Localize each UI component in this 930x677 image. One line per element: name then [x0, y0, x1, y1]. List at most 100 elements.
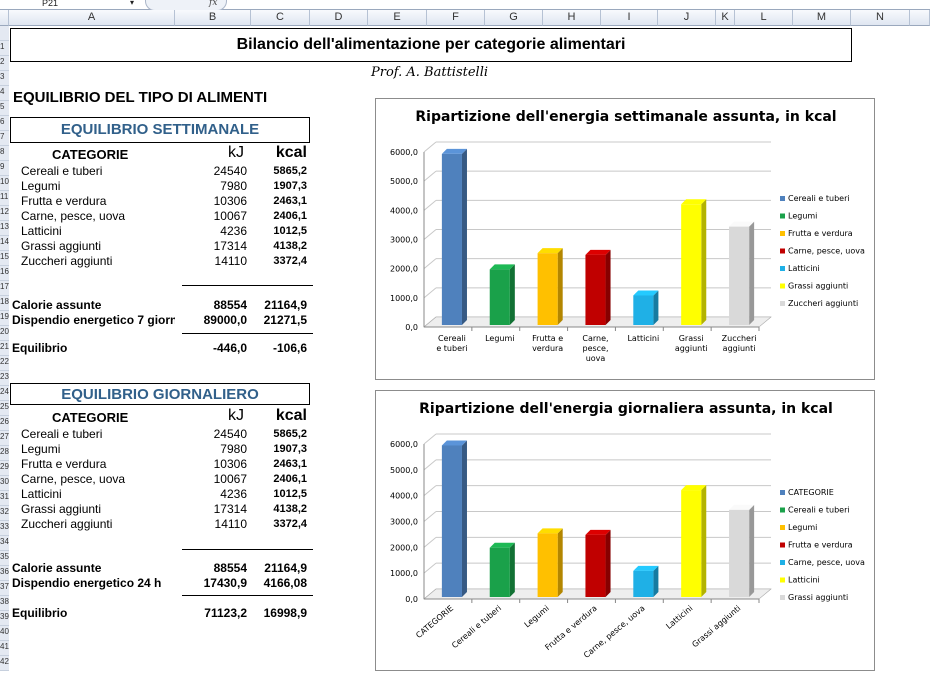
- chevron-down-icon[interactable]: ▾: [130, 0, 135, 7]
- chart0-bar[interactable]: [729, 226, 750, 325]
- chart1-bar[interactable]: [681, 490, 702, 597]
- column-header-b[interactable]: B: [175, 10, 251, 26]
- chart0-bar[interactable]: [585, 254, 606, 325]
- weekly-category-name: Cereali e tuberi: [21, 164, 103, 178]
- chart0-legend-entry: Zuccheri aggiunti: [788, 299, 858, 308]
- daily-category-kcal: 4138,2: [273, 503, 307, 515]
- row-header[interactable]: 17: [0, 281, 9, 296]
- row-header[interactable]: 36: [0, 566, 9, 581]
- chart0-bar-top: [585, 249, 611, 255]
- chart1-title: Ripartizione dell'energia giornaliera as…: [419, 401, 833, 417]
- weekly-expense-label-text: Dispendio energetico 7 giorni: [12, 313, 175, 327]
- chart1-category-label: Cereali e tuberi: [450, 604, 503, 651]
- row-header[interactable]: 8: [0, 146, 9, 161]
- chart0-bar[interactable]: [441, 153, 462, 325]
- daily-energy-chart[interactable]: Ripartizione dell'energia giornaliera as…: [375, 390, 875, 671]
- chart1-legend-swatch: [780, 490, 785, 495]
- chart1-bar[interactable]: [729, 509, 750, 597]
- worksheet-grid[interactable]: Bilancio dell'alimentazione per categori…: [9, 26, 930, 671]
- chart0-bar[interactable]: [537, 253, 558, 325]
- column-header-g[interactable]: G: [485, 10, 543, 26]
- column-header-k[interactable]: K: [716, 10, 735, 26]
- select-all-corner[interactable]: [0, 10, 9, 26]
- fx-icon[interactable]: fx: [209, 0, 218, 8]
- row-header[interactable]: 10: [0, 176, 9, 191]
- row-header[interactable]: 35: [0, 551, 9, 566]
- chart1-gridline-side: [423, 536, 437, 548]
- row-header[interactable]: 18: [0, 296, 9, 311]
- row-header[interactable]: 22: [0, 356, 9, 371]
- row-header[interactable]: 25: [0, 401, 9, 416]
- row-header[interactable]: 24: [0, 386, 9, 401]
- row-header[interactable]: 40: [0, 626, 9, 641]
- column-header-j[interactable]: J: [658, 10, 716, 26]
- chart1-legend-entry: Cereali e tuberi: [788, 506, 850, 515]
- row-header[interactable]: 21: [0, 341, 9, 356]
- column-header-i[interactable]: I: [601, 10, 658, 26]
- chart0-bar-top: [681, 199, 707, 205]
- row-header[interactable]: 9: [0, 161, 9, 176]
- chart1-bar[interactable]: [537, 533, 558, 597]
- chart0-ytick-label: 1000,0: [390, 294, 418, 303]
- row-header[interactable]: 30: [0, 476, 9, 491]
- row-header[interactable]: 3: [0, 71, 9, 86]
- row-header[interactable]: 37: [0, 581, 9, 596]
- chart0-category-label-line: Grassi: [679, 334, 704, 343]
- row-header[interactable]: 7: [0, 131, 9, 146]
- column-header-d[interactable]: D: [310, 10, 368, 26]
- row-header[interactable]: [0, 26, 9, 41]
- row-header[interactable]: 27: [0, 431, 9, 446]
- row-header[interactable]: 5: [0, 101, 9, 116]
- row-header[interactable]: 16: [0, 266, 9, 281]
- chart0-category-label: Zuccheri aggiunti: [722, 334, 757, 353]
- row-header[interactable]: 6: [0, 116, 9, 131]
- row-header[interactable]: 31: [0, 491, 9, 506]
- row-header[interactable]: 15: [0, 251, 9, 266]
- weekly-category-name: Grassi aggiunti: [21, 239, 102, 253]
- column-header-l[interactable]: L: [735, 10, 793, 26]
- chart1-bar[interactable]: [633, 570, 654, 597]
- column-header-f[interactable]: F: [427, 10, 485, 26]
- chart1-bar[interactable]: [489, 547, 510, 597]
- row-header[interactable]: 33: [0, 521, 9, 536]
- row-header[interactable]: 2: [0, 56, 9, 71]
- column-header-m[interactable]: M: [793, 10, 851, 26]
- column-header-h[interactable]: H: [543, 10, 601, 26]
- weekly-category-kj: 17314: [213, 239, 247, 253]
- row-header[interactable]: 32: [0, 506, 9, 521]
- row-header[interactable]: 13: [0, 221, 9, 236]
- row-header[interactable]: 4: [0, 86, 9, 101]
- row-header[interactable]: 28: [0, 446, 9, 461]
- name-box[interactable]: P21 ▾: [0, 0, 145, 10]
- row-header[interactable]: 11: [0, 191, 9, 206]
- row-header[interactable]: 42: [0, 656, 9, 671]
- column-header-n[interactable]: N: [851, 10, 910, 26]
- chart1-bar-side: [701, 485, 707, 597]
- row-header[interactable]: 29: [0, 461, 9, 476]
- row-header[interactable]: 23: [0, 371, 9, 386]
- weekly-col-kcal: kcal: [275, 144, 307, 161]
- column-header-e[interactable]: E: [368, 10, 427, 26]
- column-header-c[interactable]: C: [251, 10, 310, 26]
- row-header[interactable]: 19: [0, 311, 9, 326]
- chart0-bar[interactable]: [489, 269, 510, 325]
- chart0-bar-side: [509, 264, 515, 325]
- weekly-energy-chart[interactable]: Ripartizione dell'energia settimanale as…: [375, 98, 875, 380]
- row-header[interactable]: 34: [0, 536, 9, 551]
- row-header[interactable]: 20: [0, 326, 9, 341]
- row-header[interactable]: 1: [0, 41, 9, 56]
- weekly-category-name: Carne, pesce, uova: [21, 209, 126, 223]
- row-header[interactable]: 38: [0, 596, 9, 611]
- row-header[interactable]: 12: [0, 206, 9, 221]
- chart0-bar[interactable]: [681, 204, 702, 325]
- formula-bar[interactable]: fx: [145, 0, 930, 11]
- chart0-bar[interactable]: [633, 295, 654, 325]
- row-header[interactable]: 14: [0, 236, 9, 251]
- chart1-bar[interactable]: [441, 445, 462, 597]
- row-header[interactable]: 41: [0, 641, 9, 656]
- chart1-gridline-side: [423, 459, 437, 471]
- row-header[interactable]: 26: [0, 416, 9, 431]
- column-header-a[interactable]: A: [9, 10, 175, 26]
- chart1-bar[interactable]: [585, 534, 606, 597]
- row-header[interactable]: 39: [0, 611, 9, 626]
